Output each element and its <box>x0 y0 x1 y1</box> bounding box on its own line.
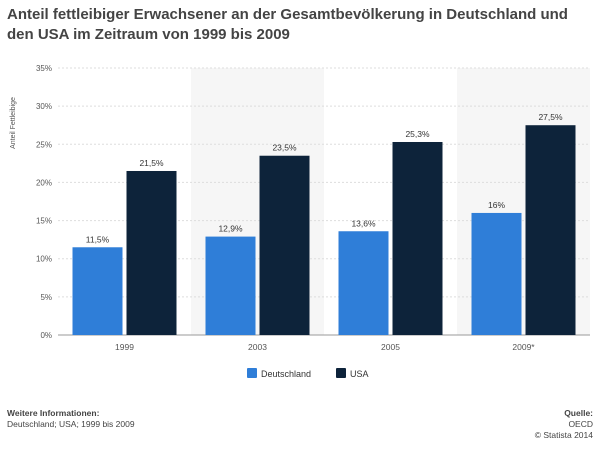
y-tick-label: 15% <box>36 217 52 226</box>
y-tick-label: 20% <box>36 178 52 187</box>
data-label: 23,5% <box>272 143 297 153</box>
copyright-text: © Statista 2014 <box>534 430 593 440</box>
footer-source: Quelle: OECD © Statista 2014 <box>535 408 593 441</box>
bar-deutschland <box>471 212 522 335</box>
bar-deutschland <box>338 231 389 335</box>
bar-usa <box>525 125 576 335</box>
data-label: 25,3% <box>405 129 430 139</box>
legend-label-usa: USA <box>350 369 369 379</box>
source-heading: Quelle: <box>564 408 593 418</box>
y-tick-label: 10% <box>36 255 52 264</box>
chart-title: Anteil fettleibiger Erwachsener an der G… <box>7 6 568 43</box>
info-heading: Weitere Informationen: <box>7 408 100 418</box>
x-tick-label: 2003 <box>248 342 267 352</box>
source-text: OECD <box>568 419 593 429</box>
data-label: 27,5% <box>538 112 563 122</box>
y-tick-label: 5% <box>40 293 52 302</box>
data-label: 16% <box>488 200 505 210</box>
y-tick-label: 35% <box>36 64 52 73</box>
info-text: Deutschland; USA; 1999 bis 2009 <box>7 419 135 429</box>
bar-deutschland <box>205 236 256 335</box>
legend-swatch-usa <box>336 368 346 378</box>
data-label: 21,5% <box>139 158 164 168</box>
data-label: 13,6% <box>351 218 376 228</box>
x-tick-label: 2009* <box>512 342 535 352</box>
y-axis-label: Anteil Fettleibige <box>10 97 17 149</box>
legend-label-deutschland: Deutschland <box>261 369 311 379</box>
data-label: 12,9% <box>218 224 243 234</box>
footer-info: Weitere Informationen: Deutschland; USA;… <box>7 408 135 430</box>
x-tick-label: 1999 <box>115 342 134 352</box>
y-tick-label: 30% <box>36 102 52 111</box>
bar-usa <box>126 170 177 335</box>
y-tick-label: 25% <box>36 140 52 149</box>
bar-usa <box>259 155 310 335</box>
bar-deutschland <box>72 247 123 335</box>
bar-usa <box>392 141 443 335</box>
legend-swatch-deutschland <box>247 368 257 378</box>
y-tick-label: 0% <box>40 331 52 340</box>
data-label: 11,5% <box>86 234 110 244</box>
x-tick-label: 2005 <box>381 342 400 352</box>
